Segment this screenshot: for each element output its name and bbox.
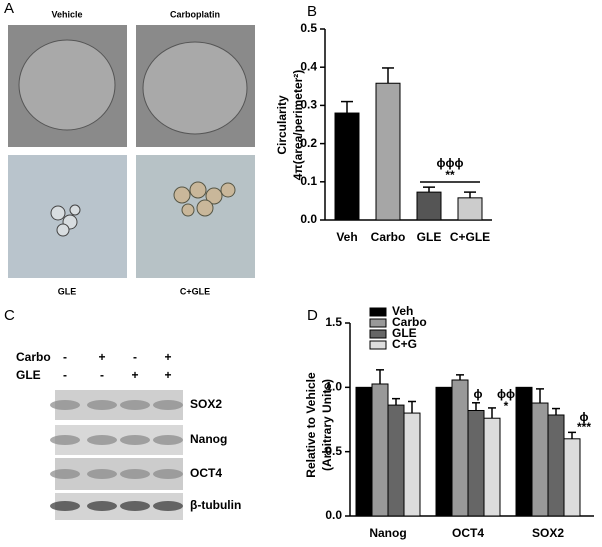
bar [563,438,581,517]
y-tick-label: 0.4 [300,59,317,73]
band-label: Nanog [190,432,227,446]
blot-sign: - [63,368,67,382]
blot-row-label: Carbo [16,350,51,364]
blot-sign: + [98,350,105,364]
band [50,469,80,479]
annotation: ϕϕ [497,387,515,401]
y-tick-label: 0.3 [300,98,317,112]
micrograph [136,155,255,278]
band [153,469,183,479]
band [87,435,117,445]
y-axis-label: 4π(area/perimeter²) [291,70,305,181]
spheroid [18,39,116,131]
band [120,501,150,511]
x-tick-label: Carbo [371,230,406,244]
legend-label: C+G [392,337,417,351]
band [120,400,150,410]
panel-label: A [4,0,14,17]
micrograph-label: C+GLE [180,286,210,296]
bar [355,386,373,517]
legend-label: Carbo [392,315,427,329]
band [153,435,183,445]
micrographs: Vehicle Carboplatin GLE C+GLE [8,9,255,296]
bar [515,386,533,517]
band [120,469,150,479]
y-tick-label: 0.2 [300,136,317,150]
band-label: β-tubulin [190,498,241,512]
panel-label: D [307,307,318,324]
bar [483,417,501,517]
bar [375,82,401,221]
bar [403,412,421,517]
bar [387,404,405,517]
bar [435,386,453,517]
x-tick-label: Nanog [369,526,406,540]
x-tick-label: GLE [417,230,442,244]
bar [451,379,469,517]
band [153,400,183,410]
annotation: ϕ [580,410,589,424]
y-tick-label: 0.5 [325,444,342,458]
band-label: SOX2 [190,397,222,411]
y-axis-label: Relative to Vehicle [304,372,318,478]
bar [467,409,485,517]
annotation: ϕϕϕ [437,156,464,170]
band [50,400,80,410]
blot-sign: - [63,350,67,364]
blot-sign: - [100,368,104,382]
cells [173,181,236,217]
blot-sign: - [133,350,137,364]
y-tick-label: 0.0 [300,212,317,226]
band [87,469,117,479]
bar [416,191,442,221]
micrograph-label: GLE [58,286,77,296]
legend-swatch [369,318,387,328]
bar [531,402,549,517]
band [50,435,80,445]
micrograph-label: Vehicle [51,9,82,19]
y-tick-label: 0.5 [300,21,317,35]
y-axis-label: Circularity [275,95,289,155]
blot-sign: + [164,368,171,382]
band [87,501,117,511]
legend-swatch [369,329,387,339]
cells [50,204,81,237]
annotation: * [504,399,509,413]
bar [371,383,389,517]
spheroid [142,41,248,135]
micrograph-label: Carboplatin [170,9,220,19]
y-axis-label: (Arbitrary Units) [320,379,334,471]
legend-label: Veh [392,304,413,318]
band [87,400,117,410]
y-tick-label: 0.1 [300,174,317,188]
bar [457,197,483,221]
y-tick-label: 1.5 [325,315,342,329]
band-label: OCT4 [190,466,222,480]
x-tick-label: C+GLE [450,230,490,244]
band [50,501,80,511]
blot-sign: + [131,368,138,382]
band [153,501,183,511]
y-tick-label: 1.0 [325,380,342,394]
x-tick-label: SOX2 [532,526,564,540]
bar [334,112,360,221]
annotation: ** [445,168,455,182]
panel-label: B [307,3,317,20]
y-tick-label: 0.0 [325,508,342,522]
bar [547,414,565,517]
annotation: *** [577,420,591,434]
legend-swatch [369,307,387,317]
legend-swatch [369,340,387,350]
x-tick-label: Veh [336,230,357,244]
x-tick-label: OCT4 [452,526,484,540]
panel-label: C [4,307,15,324]
annotation: ϕ [474,387,483,401]
blot-sign: + [164,350,171,364]
blot-row-label: GLE [16,368,41,382]
legend-label: GLE [392,326,417,340]
band [120,435,150,445]
